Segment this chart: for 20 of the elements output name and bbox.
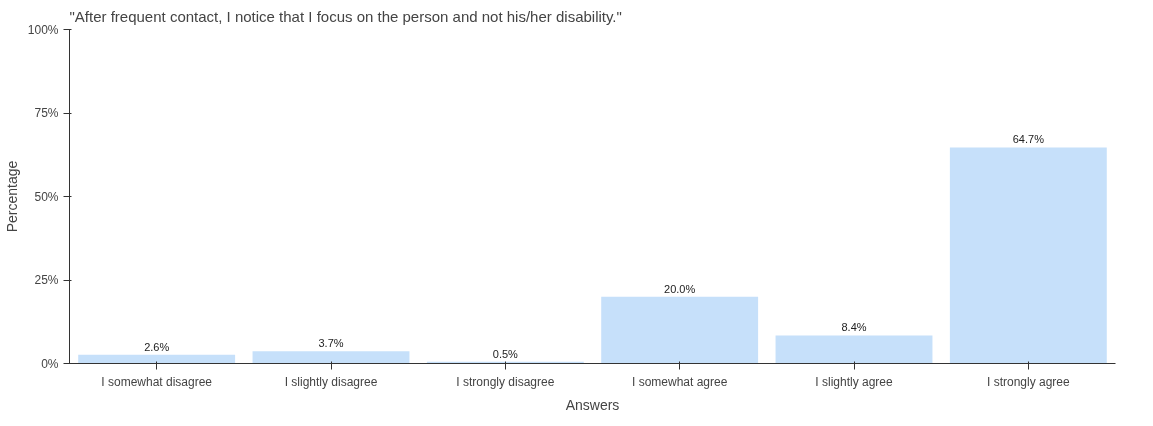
x-tick-label: I strongly disagree [456,374,555,389]
data-label: 3.7% [318,337,344,350]
y-tick-label: 50% [34,189,59,204]
x-tick-label: I strongly agree [986,374,1071,389]
data-label: 8.4% [841,321,867,334]
x-axis-title: Answers [565,396,620,413]
data-label: 64.7% [1012,133,1045,146]
data-label: 0.5% [492,347,519,360]
y-tick-label: 25% [34,273,59,287]
y-tick-label: 0% [41,356,59,371]
y-tick-label: 75% [34,106,59,120]
y-tick-label: 100% [27,22,59,37]
y-axis-title: Percentage [3,160,20,233]
x-tick-label: I slightly agree [815,374,894,389]
x-tick-label: I somewhat disagree [101,374,213,389]
data-label: 2.6% [144,340,170,353]
data-label: 20.0% [664,282,696,295]
chart-title: "After frequent contact, I notice that I focus on the person and not his/her disability." [69,7,622,25]
x-tick-label: I somewhat agree [631,374,728,389]
x-tick-label: I slightly disagree [284,374,378,389]
